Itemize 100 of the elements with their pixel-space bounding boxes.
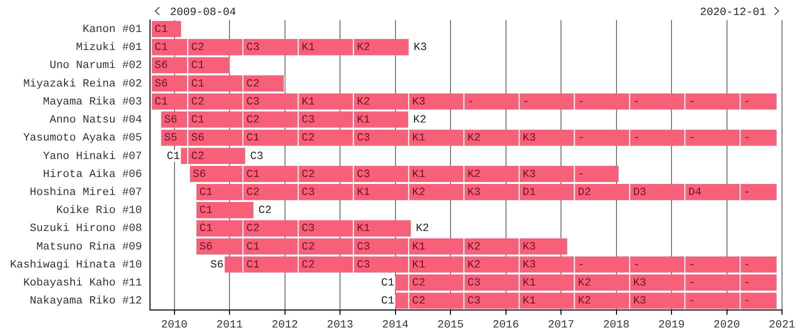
data-label: C2 — [191, 150, 204, 163]
y-tick-label: Kobayashi Kaho #11 — [23, 278, 142, 290]
data-label: C2 — [191, 96, 204, 108]
data-label: S6 — [192, 168, 206, 181]
data-label: D4 — [688, 186, 702, 199]
data-label: - — [633, 132, 640, 145]
data-label: C1 — [199, 186, 214, 199]
data-label: K3 — [522, 168, 536, 181]
data-label: - — [688, 96, 695, 108]
data-label: C1 — [191, 60, 205, 72]
data-label: C2 — [246, 78, 260, 90]
x-tick-label: 2019 — [658, 319, 685, 332]
data-label: C2 — [302, 259, 315, 272]
data-label: C1 — [166, 150, 180, 163]
y-tick-label: Hirota Aika #06 — [42, 168, 142, 181]
y-tick-label: Hoshina Mirei #07 — [30, 186, 142, 199]
annotation: K2 — [416, 223, 430, 236]
y-tick-label: Koike Rio #10 — [56, 205, 142, 218]
data-label: S6 — [191, 132, 204, 145]
data-label: C2 — [302, 132, 315, 145]
data-label: K1 — [412, 241, 426, 254]
data-label: C1 — [154, 24, 168, 36]
y-tick-label: Mizuki #01 — [76, 42, 142, 54]
data-label: - — [744, 278, 750, 290]
data-label: K1 — [356, 223, 370, 236]
x-tick-label: 2016 — [492, 319, 519, 332]
data-label: K2 — [356, 42, 370, 54]
data-label: K1 — [302, 96, 316, 108]
data-label: C2 — [412, 296, 426, 308]
data-label: C3 — [356, 241, 370, 254]
data-label: C2 — [412, 278, 426, 290]
data-label: K2 — [578, 278, 592, 290]
data-label: C3 — [467, 296, 481, 308]
y-tick-label: Mayama Rika #03 — [42, 96, 142, 108]
data-label: K1 — [522, 296, 536, 308]
data-label: K3 — [467, 186, 481, 199]
data-label: K3 — [633, 296, 646, 308]
data-label: - — [578, 259, 584, 272]
data-label: C3 — [246, 96, 260, 108]
y-tick-label: Kashiwagi Hinata #10 — [10, 259, 142, 272]
data-label: - — [522, 96, 530, 108]
y-tick-label: Kanon #01 — [82, 24, 142, 36]
data-label: S6 — [154, 60, 168, 72]
data-label: - — [467, 96, 474, 108]
data-label: C3 — [356, 168, 370, 181]
data-label: - — [744, 259, 750, 272]
x-tick-label: 2021 — [768, 319, 796, 332]
data-label: C3 — [356, 132, 370, 145]
data-label: K1 — [302, 42, 316, 54]
data-label: - — [688, 278, 695, 290]
data-label: C1 — [154, 96, 168, 108]
text: 2009-08-04 — [170, 6, 236, 19]
x-tick-label: 2015 — [437, 319, 464, 332]
annotation: K3 — [414, 42, 427, 54]
x-tick-label: 2014 — [382, 319, 409, 332]
data-label: D2 — [578, 186, 592, 199]
data-label: K3 — [522, 259, 536, 272]
data-label: C3 — [246, 42, 260, 54]
text: 2020-12-01 — [700, 6, 766, 19]
data-label: K3 — [412, 96, 426, 108]
y-tick-label: Matsuno Rina #09 — [36, 241, 142, 254]
data-label: - — [578, 132, 584, 145]
data-label: S6 — [210, 259, 224, 272]
x-tick-label: 2012 — [272, 319, 298, 332]
data-label: C3 — [356, 259, 370, 272]
data-label: - — [688, 296, 695, 308]
y-tick-label: Yano Hinaki #07 — [42, 150, 142, 163]
data-label: C1 — [246, 241, 260, 254]
data-label: C1 — [246, 259, 260, 272]
data-label: S6 — [164, 114, 178, 127]
data-label: C1 — [191, 114, 205, 127]
y-tick-label: Nakayama Riko #12 — [30, 296, 142, 308]
data-label: C2 — [302, 168, 315, 181]
data-label: C3 — [467, 278, 481, 290]
data-label: - — [744, 96, 750, 108]
data-label: K1 — [356, 114, 370, 127]
data-label: C1 — [246, 168, 260, 181]
y-tick-label: Uno Narumi #02 — [50, 60, 142, 72]
data-label: C2 — [246, 186, 260, 199]
data-label: - — [578, 96, 584, 108]
data-label: C1 — [199, 205, 214, 218]
data-label: - — [578, 168, 584, 181]
data-label: - — [744, 186, 750, 199]
data-label: S6 — [154, 78, 168, 90]
data-label: K2 — [467, 259, 481, 272]
y-tick-label: Yasumoto Ayaka #05 — [23, 132, 142, 145]
annotation: K2 — [413, 114, 426, 127]
x-tick-label: 2011 — [216, 319, 244, 332]
data-label: - — [744, 132, 750, 145]
data-label: C3 — [302, 114, 315, 127]
x-tick-label: 2010 — [161, 319, 188, 332]
data-label: K2 — [356, 96, 370, 108]
data-label: K3 — [522, 241, 536, 254]
y-tick-label: Miyazaki Reina #02 — [23, 78, 142, 90]
data-label: D1 — [522, 186, 536, 199]
data-label: C1 — [191, 78, 205, 90]
annotation: C3 — [250, 150, 264, 163]
data-label: - — [633, 259, 640, 272]
data-label: K1 — [522, 278, 536, 290]
data-label: K3 — [522, 132, 536, 145]
